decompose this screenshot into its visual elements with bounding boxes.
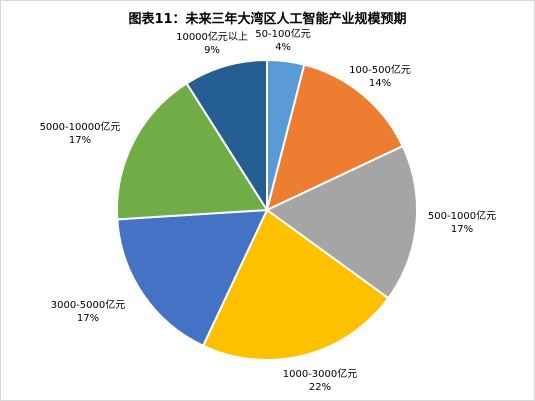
slice-label-percent: 17% [69, 135, 91, 146]
slice-label-percent: 22% [309, 382, 331, 393]
pie-slice-5 [116, 208, 269, 348]
slice-label-category: 3000-5000亿元 [51, 298, 126, 311]
slice-label-category: 1000-3000亿元 [283, 367, 358, 380]
slice-label-category: 5000-10000亿元 [40, 120, 121, 133]
pie-slice-2 [265, 63, 405, 212]
slice-label-category: 50-100亿元 [255, 27, 310, 40]
pie-slice-7 [185, 58, 268, 214]
pie-slice-3 [265, 144, 418, 300]
slice-label-category: 10000亿元以上 [176, 30, 248, 43]
chart-title: 图表11：未来三年大湾区人工智能产业规模预期 [128, 12, 407, 27]
slice-label-percent: 17% [77, 313, 99, 324]
slice-label-percent: 9% [204, 45, 220, 56]
slice-label-percent: 4% [275, 42, 291, 53]
pie-slice-6 [116, 81, 269, 221]
slice-label-category: 100-500亿元 [349, 63, 411, 76]
slice-label-category: 500-1000亿元 [428, 209, 496, 222]
slice-label-percent: 17% [451, 224, 473, 235]
slice-label-percent: 14% [369, 78, 391, 89]
